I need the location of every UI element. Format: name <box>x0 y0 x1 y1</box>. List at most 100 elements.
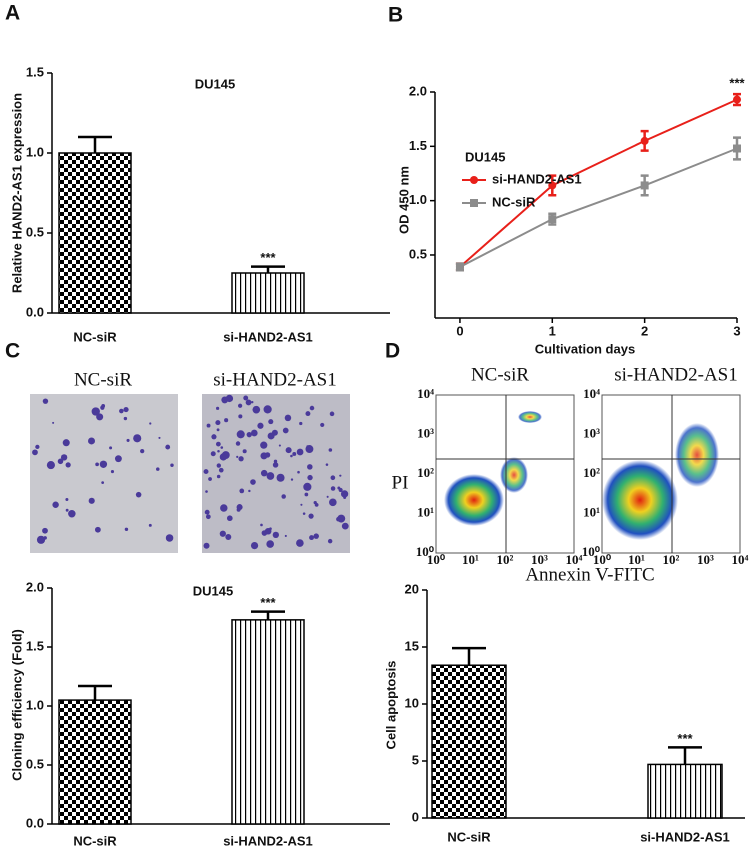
x-tick-label: NC-siR <box>73 329 117 344</box>
colony <box>215 441 221 447</box>
flow-tick-label: 10⁴ <box>417 386 434 401</box>
image-label: si-HAND2-AS1 <box>614 364 738 385</box>
colony <box>109 446 113 450</box>
colony <box>266 540 275 548</box>
x-tick-label: NC-siR <box>73 833 117 848</box>
colony <box>215 420 221 426</box>
colony <box>32 449 38 456</box>
colony <box>210 451 216 457</box>
colony <box>307 464 313 470</box>
colony <box>123 416 128 421</box>
y-axis-label: Cloning efficiency (Fold) <box>9 629 24 781</box>
colony <box>339 474 342 477</box>
y-tick-label: 2.0 <box>409 83 427 98</box>
flow-plots: 10⁰10⁰10¹10¹10²10²10³10³10⁴10⁴10⁰10⁰10¹1… <box>416 386 749 567</box>
colony <box>94 526 101 533</box>
significance: *** <box>260 250 276 265</box>
legend-marker <box>470 199 478 207</box>
colony <box>273 459 278 464</box>
colony <box>285 447 292 454</box>
colony <box>251 400 254 404</box>
colony <box>260 452 268 460</box>
colony <box>119 408 124 414</box>
colony <box>62 439 70 447</box>
flow-tick-label: 10⁰ <box>416 544 435 559</box>
colony <box>236 430 245 439</box>
colony <box>327 538 333 544</box>
colony <box>245 399 252 406</box>
colony <box>276 473 285 482</box>
flow-density <box>602 460 678 540</box>
colony <box>281 494 286 499</box>
flow-tick-label: 10⁴ <box>566 552 583 567</box>
y-tick-label: 1.5 <box>26 64 44 79</box>
colony <box>309 405 315 411</box>
colony <box>52 421 55 424</box>
x-tick-label: 1 <box>549 323 556 338</box>
colony <box>42 527 48 534</box>
chart-title: DU145 <box>193 583 233 598</box>
flow-density <box>518 411 542 423</box>
colony <box>65 462 71 468</box>
chart-title: DU145 <box>465 149 505 164</box>
colony <box>216 474 221 479</box>
colony <box>263 405 272 414</box>
colony <box>133 434 142 443</box>
colony <box>292 452 297 456</box>
flow-tick-label: 10² <box>417 465 434 480</box>
colony <box>337 486 341 490</box>
y-tick-label: 0.5 <box>26 224 44 239</box>
flow-density <box>675 423 719 487</box>
flow-tick-label: 10¹ <box>417 504 434 519</box>
significance: *** <box>729 76 745 91</box>
flow-tick-label: 10⁴ <box>732 552 749 567</box>
colony <box>326 495 329 498</box>
x-tick-label: NC-siR <box>447 829 491 844</box>
bar <box>647 763 723 819</box>
colony <box>250 541 259 550</box>
colony <box>246 431 252 438</box>
colony <box>325 463 329 466</box>
colony <box>65 508 69 512</box>
x-tick-label: 3 <box>733 323 740 338</box>
y-tick-label: 1.5 <box>409 138 427 153</box>
colony <box>57 458 64 465</box>
colony <box>257 422 264 429</box>
panel-letter: D <box>385 340 400 363</box>
colony <box>341 522 349 530</box>
y-tick-label: 0.5 <box>409 246 427 261</box>
flow-tick-label: 10¹ <box>583 504 600 519</box>
colony <box>302 512 306 515</box>
colony <box>238 414 243 419</box>
colony <box>266 472 275 480</box>
colony <box>337 514 346 523</box>
y-tick-label: 1.0 <box>26 144 44 159</box>
flow-tick-label: 10³ <box>583 425 600 440</box>
colony-image <box>30 394 178 553</box>
flow-tick-label: 10⁰ <box>593 552 612 567</box>
colony <box>329 498 337 507</box>
colony <box>330 475 336 481</box>
marker <box>455 262 464 271</box>
flow-tick-label: 10¹ <box>462 552 479 567</box>
x-tick-label: si-HAND2-AS1 <box>640 829 730 844</box>
colony <box>282 427 289 434</box>
colony <box>218 467 224 473</box>
colony <box>91 407 100 416</box>
significance: *** <box>260 595 276 610</box>
colony <box>206 423 211 428</box>
colony <box>242 449 247 454</box>
colony <box>268 419 274 425</box>
colony <box>252 405 261 414</box>
colony <box>68 510 76 518</box>
marker <box>548 215 557 224</box>
colony <box>165 444 171 450</box>
colony <box>313 501 317 505</box>
panel-letter: C <box>5 340 20 363</box>
colony <box>278 444 281 447</box>
colony <box>205 514 211 520</box>
colony <box>320 422 325 428</box>
colony <box>226 515 233 522</box>
flow-tick-label: 10³ <box>417 425 434 440</box>
colonies <box>32 394 349 550</box>
